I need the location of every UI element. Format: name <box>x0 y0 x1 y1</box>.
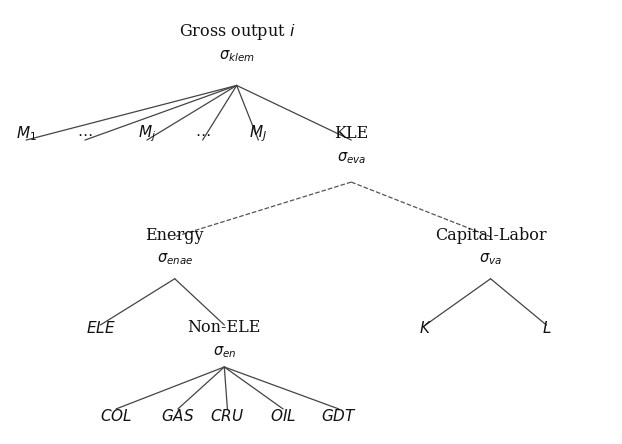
Text: $GAS$: $GAS$ <box>161 408 195 424</box>
Text: Energy: Energy <box>146 227 204 244</box>
Text: $\sigma_{eva}$: $\sigma_{eva}$ <box>337 150 366 166</box>
Text: $OIL$: $OIL$ <box>270 408 296 424</box>
Text: $\cdots$: $\cdots$ <box>195 127 210 141</box>
Text: $M_1$: $M_1$ <box>16 124 37 143</box>
Text: Non-ELE: Non-ELE <box>188 319 261 337</box>
Text: $\sigma_{en}$: $\sigma_{en}$ <box>213 344 236 360</box>
Text: $COL$: $COL$ <box>100 408 132 424</box>
Text: $\sigma_{enae}$: $\sigma_{enae}$ <box>157 252 193 267</box>
Text: $ELE$: $ELE$ <box>86 320 115 336</box>
Text: Capital-Labor: Capital-Labor <box>435 227 546 244</box>
Text: $M_j$: $M_j$ <box>138 123 156 144</box>
Text: $\cdots$: $\cdots$ <box>77 127 93 141</box>
Text: $\sigma_{klem}$: $\sigma_{klem}$ <box>219 49 254 64</box>
Text: KLE: KLE <box>334 125 368 142</box>
Text: $CRU$: $CRU$ <box>210 408 244 424</box>
Text: $L$: $L$ <box>542 320 551 336</box>
Text: Gross output $i$: Gross output $i$ <box>179 22 295 42</box>
Text: $GDT$: $GDT$ <box>321 408 357 424</box>
Text: $K$: $K$ <box>419 320 432 336</box>
Text: $M_J$: $M_J$ <box>249 123 267 144</box>
Text: $\sigma_{va}$: $\sigma_{va}$ <box>479 252 502 267</box>
